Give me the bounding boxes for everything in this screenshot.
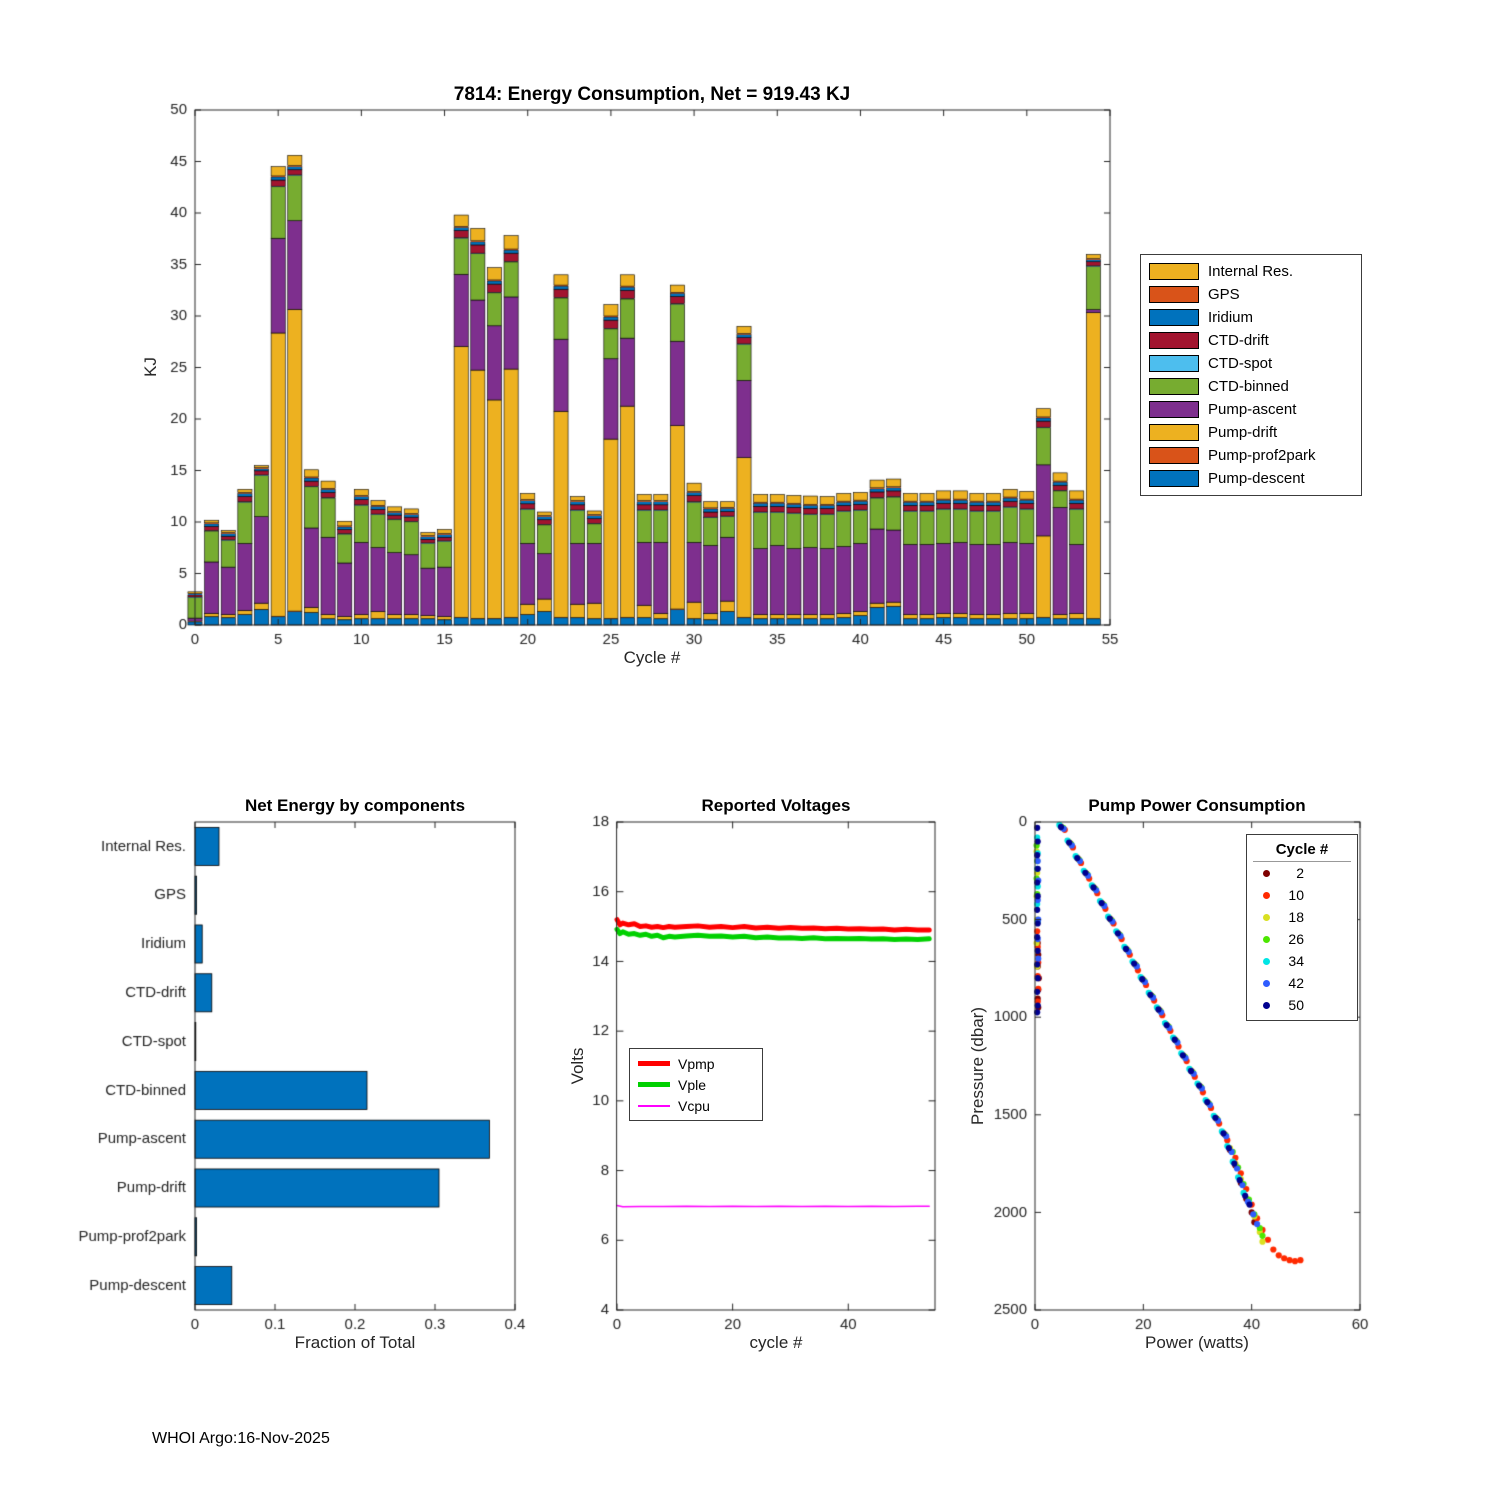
pump-legend-item: 18 [1253,906,1351,928]
legend-swatch [1149,355,1199,372]
legend-swatch [1149,286,1199,303]
legend-label: Vple [678,1076,707,1093]
energy-legend-item: CTD-drift [1149,329,1353,352]
legend-marker-dot [1263,979,1270,987]
voltages-ylabel: Volts [568,1047,587,1085]
legend-label: 2 [1296,865,1304,881]
pump-power-ylabel: Pressure (dbar) [968,1006,987,1126]
legend-swatch [1149,424,1199,441]
energy-xlabel: Cycle # [623,648,681,667]
legend-line-sample [638,1061,670,1066]
legend-label: 42 [1288,975,1304,991]
legend-marker-dot [1263,1001,1270,1009]
energy-legend-item: Pump-prof2park [1149,444,1353,467]
pump-legend-item: 26 [1253,928,1351,950]
legend-line-sample [638,1104,670,1107]
legend-marker-dot [1263,869,1270,877]
energy-legend-item: Pump-ascent [1149,398,1353,421]
pump-cycle-legend: Cycle # 2 10 18 26 34 42 50 [1246,834,1358,1021]
voltages-xlabel: cycle # [749,1333,803,1352]
legend-label: Pump-descent [1208,470,1305,487]
voltages-legend: Vpmp Vple Vcpu [629,1048,763,1121]
legend-label: GPS [1208,286,1240,303]
legend-label: 34 [1288,953,1304,969]
energy-legend-item: GPS [1149,283,1353,306]
pump-legend-item: 50 [1253,994,1351,1016]
net-energy-bar-chart [70,810,530,1355]
pump-legend-item: 34 [1253,950,1351,972]
pump-legend-item: 10 [1253,884,1351,906]
legend-marker-dot [1263,913,1270,921]
pump-legend-item: 42 [1253,972,1351,994]
energy-legend-item: CTD-spot [1149,352,1353,375]
legend-label: Pump-drift [1208,424,1278,441]
legend-label: CTD-spot [1208,355,1273,372]
pump-legend-title: Cycle # [1253,839,1351,862]
energy-ylabel: KJ [141,357,160,377]
legend-swatch [1149,263,1199,280]
legend-label: Internal Res. [1208,263,1294,280]
legend-swatch [1149,332,1199,349]
energy-legend-item: CTD-binned [1149,375,1353,398]
legend-label: 50 [1288,997,1304,1013]
footer-timestamp: WHOI Argo:16-Nov-2025 [152,1430,330,1447]
legend-swatch [1149,447,1199,464]
voltage-legend-item: Vcpu [638,1095,754,1116]
legend-marker-dot [1263,891,1270,899]
legend-label: 10 [1288,887,1304,903]
legend-swatch [1149,309,1199,326]
energy-legend-item: Pump-drift [1149,421,1353,444]
legend-marker-dot [1263,957,1270,965]
legend-label: Iridium [1208,309,1254,326]
legend-swatch [1149,470,1199,487]
net-energy-xlabel: Fraction of Total [294,1333,416,1352]
voltage-legend-item: Vple [638,1074,754,1095]
legend-label: 26 [1288,931,1304,947]
energy-legend-item: Pump-descent [1149,467,1353,490]
legend-label: CTD-drift [1208,332,1269,349]
legend-swatch [1149,378,1199,395]
legend-label: CTD-binned [1208,378,1289,395]
pump-legend-item: 2 [1253,862,1351,884]
legend-label: Pump-ascent [1208,401,1297,418]
legend-label: Vpmp [678,1055,715,1072]
energy-legend-item: Internal Res. [1149,260,1353,283]
legend-line-sample [638,1082,670,1087]
legend-label: Pump-prof2park [1208,447,1316,464]
legend-label: 18 [1288,909,1304,925]
voltage-legend-item: Vpmp [638,1053,754,1074]
legend-label: Vcpu [678,1097,710,1114]
legend-marker-dot [1263,935,1270,943]
pump-power-xlabel: Power (watts) [1145,1333,1249,1352]
legend-swatch [1149,401,1199,418]
energy-legend-item: Iridium [1149,306,1353,329]
energy-legend: Internal Res. GPS Iridium CTD-drift CTD-spot… [1140,254,1362,496]
energy-stacked-bar-chart [140,95,1140,655]
